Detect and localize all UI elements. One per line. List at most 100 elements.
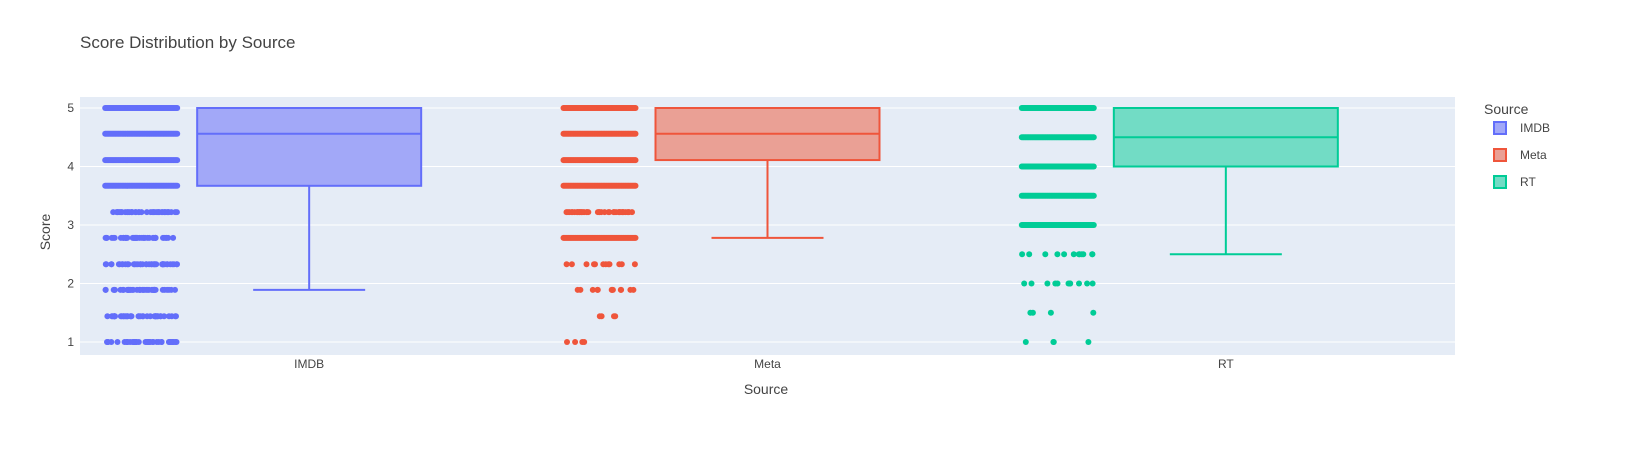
- series-meta: [560, 105, 881, 345]
- data-point: [111, 286, 118, 293]
- data-point: [159, 261, 166, 268]
- data-point: [568, 261, 575, 268]
- data-point: [1042, 251, 1049, 258]
- data-point: [1090, 309, 1097, 316]
- data-point: [1028, 280, 1035, 287]
- data-point: [609, 286, 616, 293]
- data-point: [104, 313, 111, 320]
- data-point: [601, 209, 608, 216]
- data-point: [124, 339, 131, 345]
- data-point: [630, 286, 637, 293]
- data-point: [172, 286, 178, 293]
- data-point: [1047, 309, 1054, 316]
- data-point: [568, 209, 575, 216]
- series-imdb: [102, 105, 423, 345]
- data-point: [632, 105, 639, 111]
- data-point: [172, 209, 179, 216]
- data-point: [600, 261, 607, 268]
- data-point: [103, 234, 110, 241]
- data-point: [108, 261, 115, 268]
- data-point: [618, 286, 625, 293]
- y-axis-title: Score: [37, 214, 53, 251]
- data-point: [133, 261, 140, 268]
- data-point: [129, 339, 136, 345]
- data-point: [163, 234, 170, 241]
- data-point: [167, 339, 174, 345]
- data-point: [157, 313, 164, 320]
- legend-label: Meta: [1520, 148, 1547, 162]
- data-point: [135, 339, 142, 345]
- data-point: [1052, 280, 1059, 287]
- data-point: [1090, 222, 1097, 228]
- data-point: [632, 234, 639, 241]
- data-point: [135, 209, 142, 216]
- data-point: [1050, 339, 1057, 345]
- data-point: [152, 313, 159, 320]
- data-point: [125, 209, 132, 216]
- data-point: [174, 105, 181, 111]
- data-point: [129, 209, 136, 216]
- y-tick-label: 1: [67, 335, 74, 349]
- y-tick-label: 3: [67, 218, 74, 232]
- legend-item-imdb: IMDB: [1493, 121, 1550, 135]
- data-point: [111, 234, 118, 241]
- data-point: [102, 261, 109, 268]
- data-point: [596, 209, 603, 216]
- data-point: [104, 339, 110, 345]
- data-point: [1044, 280, 1051, 287]
- data-point: [166, 313, 172, 320]
- data-point: [174, 157, 181, 164]
- data-point: [1090, 105, 1097, 111]
- data-point: [159, 286, 166, 293]
- data-point: [1085, 339, 1092, 345]
- y-tick-label: 5: [67, 101, 74, 115]
- chart-title: Score Distribution by Source: [80, 33, 295, 52]
- data-point: [123, 234, 130, 241]
- data-point: [594, 286, 601, 293]
- data-point: [150, 234, 156, 241]
- data-point: [155, 339, 162, 345]
- data-point: [596, 313, 603, 320]
- data-point: [564, 339, 570, 345]
- data-point: [632, 182, 639, 189]
- data-point: [102, 286, 109, 293]
- data-point: [1078, 251, 1085, 258]
- data-point: [606, 209, 613, 216]
- data-point: [156, 209, 163, 216]
- data-point: [632, 157, 639, 164]
- data-point: [1026, 251, 1033, 258]
- data-point: [119, 286, 126, 293]
- data-point: [1089, 251, 1096, 258]
- data-point: [169, 261, 176, 268]
- data-point: [563, 261, 570, 268]
- data-point: [172, 313, 179, 320]
- series-rt: [1018, 105, 1339, 345]
- data-point: [118, 209, 125, 216]
- data-point: [135, 313, 142, 320]
- data-point: [170, 234, 177, 241]
- y-tick-label: 2: [67, 277, 74, 291]
- data-point: [149, 339, 156, 345]
- data-point: [146, 286, 152, 293]
- data-point: [1084, 280, 1091, 287]
- data-point: [161, 209, 168, 216]
- data-point: [611, 209, 618, 216]
- data-point: [174, 130, 181, 137]
- data-point: [631, 261, 638, 268]
- data-point: [1054, 251, 1061, 258]
- legend-label: IMDB: [1520, 121, 1550, 135]
- x-tick-label: RT: [1218, 357, 1234, 371]
- data-point: [1090, 134, 1097, 141]
- data-point: [563, 209, 570, 216]
- data-point: [143, 209, 150, 216]
- data-point: [138, 234, 145, 241]
- data-point: [1090, 163, 1097, 170]
- data-point: [136, 286, 143, 293]
- legend-label: RT: [1520, 175, 1536, 189]
- legend-swatch: [1493, 175, 1507, 189]
- data-point: [612, 313, 619, 320]
- data-point: [153, 261, 160, 268]
- data-point: [142, 339, 149, 345]
- data-point: [121, 313, 128, 320]
